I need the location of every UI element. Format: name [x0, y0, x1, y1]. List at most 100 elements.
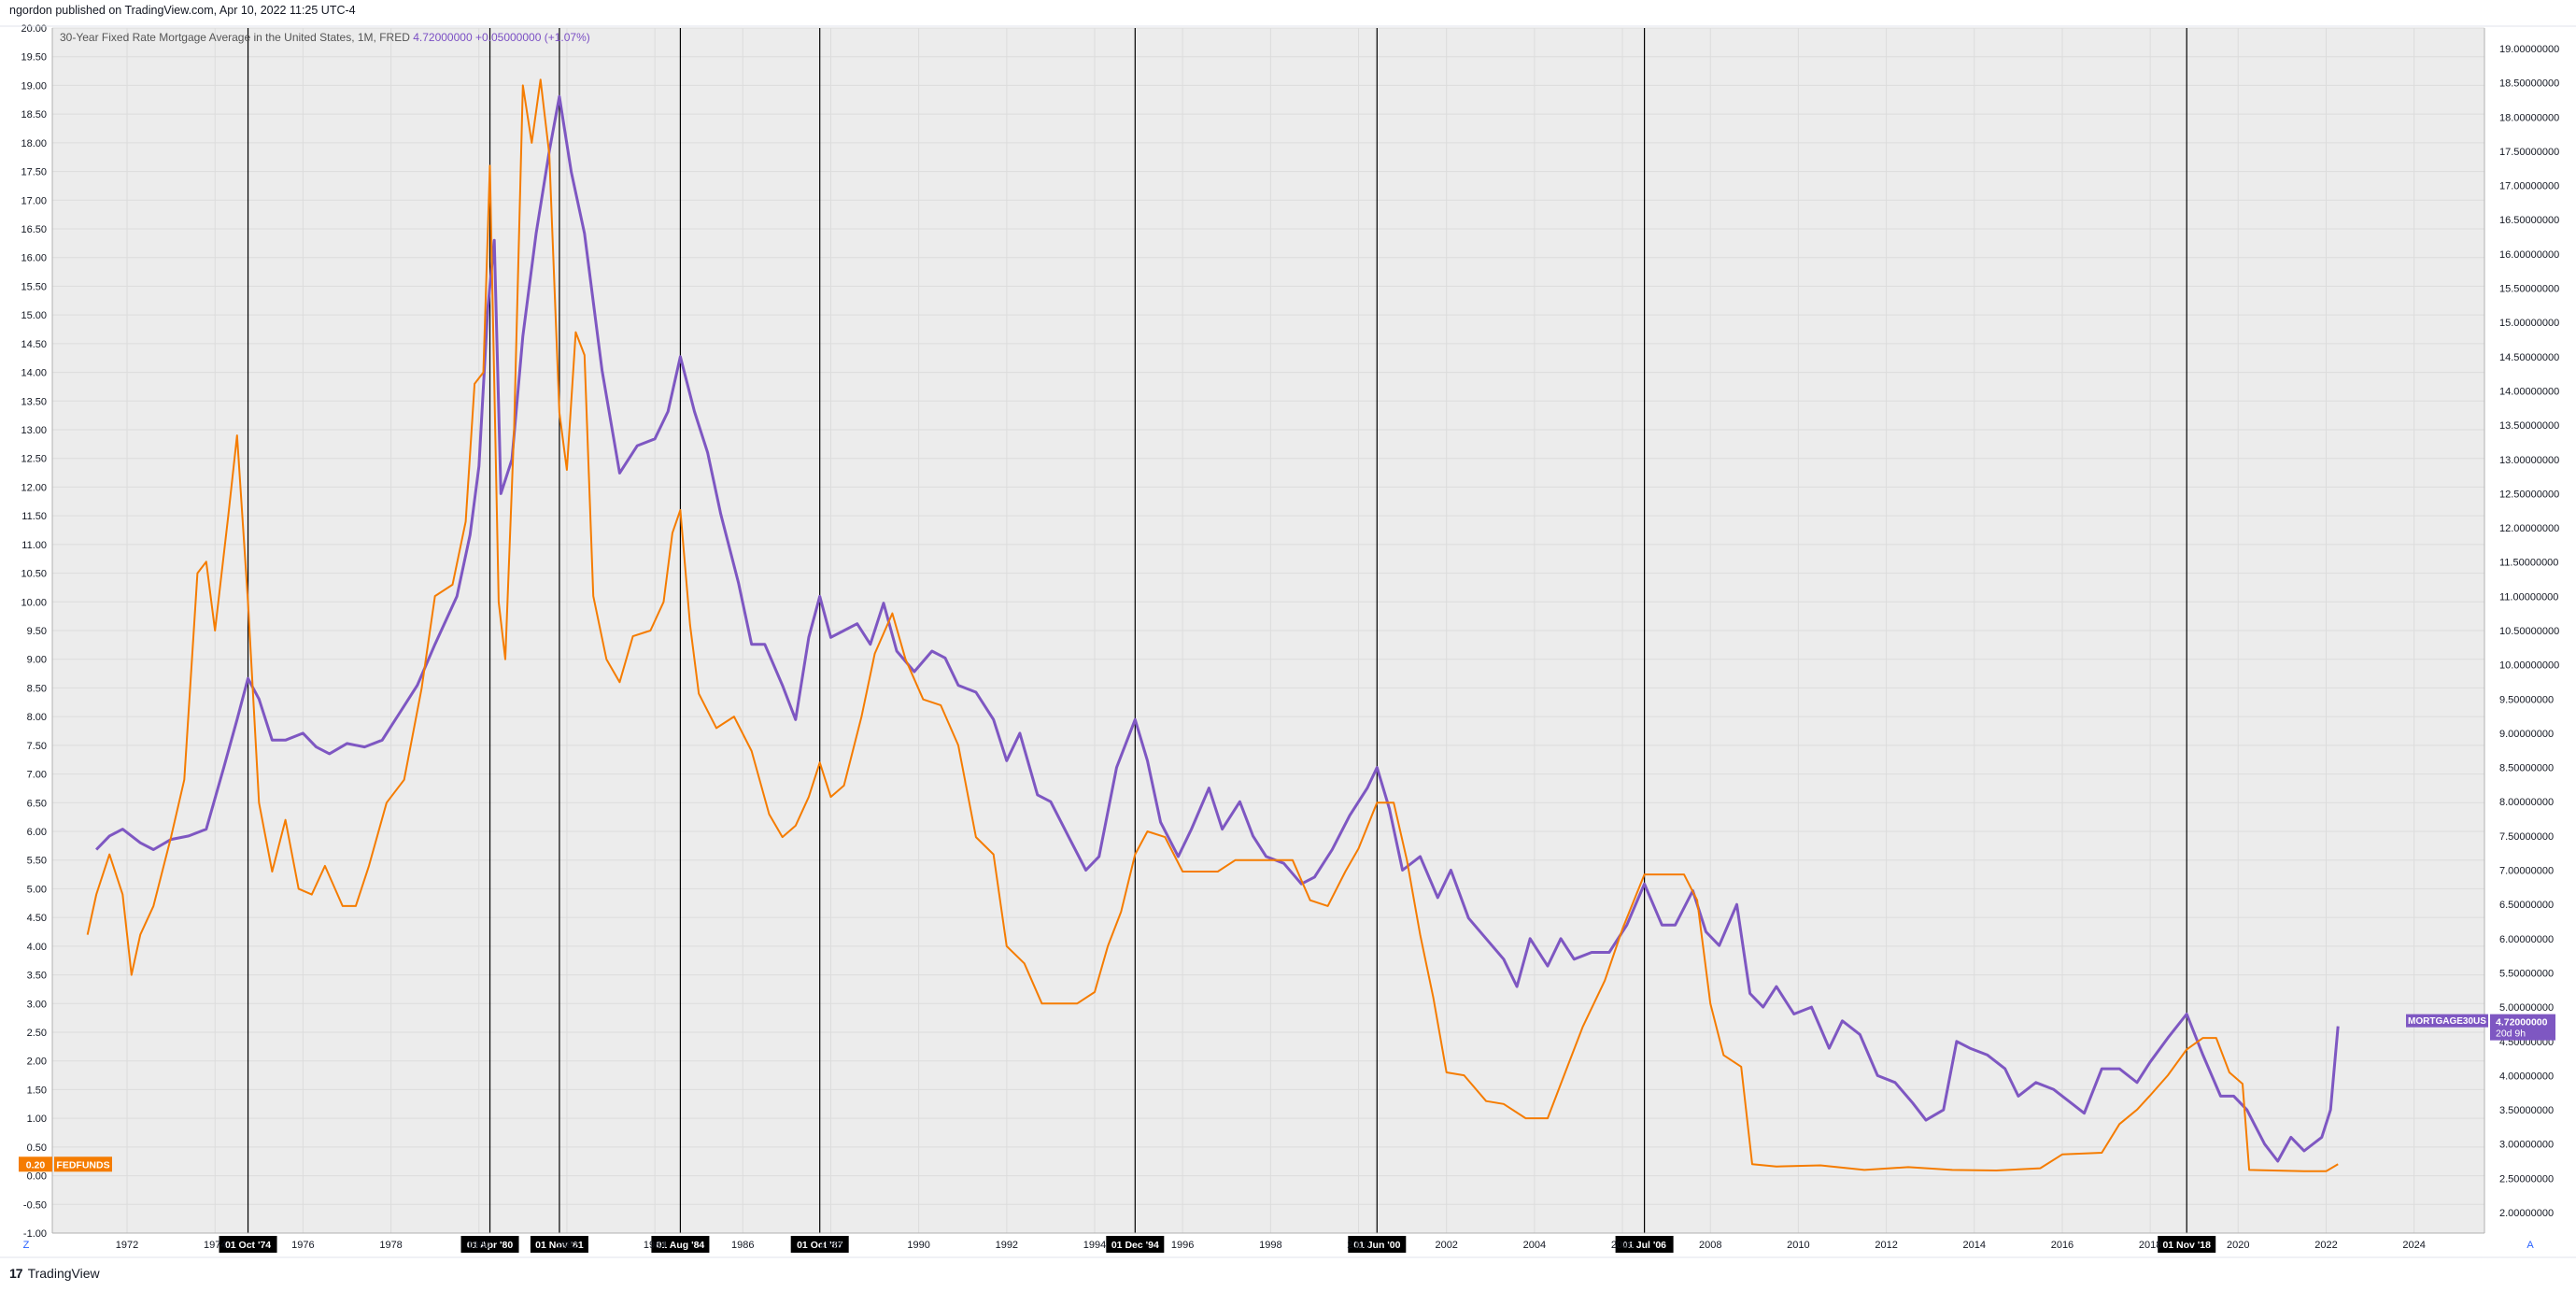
marker-date-label: 01 Oct '74	[225, 1240, 271, 1251]
y-tick-label-left: 9.00	[27, 655, 47, 666]
y-tick-label-right: 11.00000000	[2499, 591, 2558, 603]
x-tick-label: 2006	[1611, 1240, 1634, 1251]
x-tick-label: 1980	[468, 1240, 490, 1251]
y-tick-label-right: 17.00000000	[2499, 181, 2559, 192]
y-tick-label-left: 10.50	[21, 569, 47, 580]
y-tick-label-right: 7.50000000	[2499, 831, 2554, 843]
y-tick-label-left: 7.50	[27, 741, 47, 752]
marker-date-label: 01 Aug '84	[657, 1240, 705, 1251]
axes: -1.00 -0.50 0.00 0.50 1.00 1.50 2.00 2.50 3.00 3.…	[0, 23, 2576, 1258]
x-tick-label: 2010	[1787, 1240, 1809, 1251]
y-tick-label-right: 8.50000000	[2499, 763, 2554, 774]
y-tick-label-right: 13.50000000	[2499, 420, 2559, 432]
y-tick-label-left: 19.50	[21, 52, 47, 64]
y-tick-label-right: 18.00000000	[2499, 112, 2559, 123]
y-tick-label-left: 18.50	[21, 109, 47, 121]
tradingview-brand[interactable]: 17 TradingView	[9, 1266, 100, 1281]
mortgage-value-badge	[2490, 1014, 2555, 1041]
y-tick-label-right: 16.50000000	[2499, 215, 2559, 226]
x-tick-label: 1982	[556, 1240, 578, 1251]
x-tick-label: 1984	[644, 1240, 666, 1251]
marker-date-badge	[460, 1236, 519, 1253]
y-tick-label-right: 9.00000000	[2499, 729, 2554, 740]
y-tick-label-right: 16.00000000	[2499, 249, 2559, 261]
y-tick-label-left: 6.50	[27, 798, 47, 809]
x-tick-label: 2004	[1523, 1240, 1546, 1251]
x-tick-label: 2014	[1963, 1240, 1986, 1251]
x-tick-label: 1998	[1259, 1240, 1281, 1251]
x-tick-label: 1994	[1083, 1240, 1106, 1251]
y-tick-label-right: 15.50000000	[2499, 284, 2559, 295]
y-tick-label-left: 12.50	[21, 454, 47, 465]
y-tick-label-left: 17.50	[21, 167, 47, 178]
y-tick-label-left: 10.00	[21, 597, 47, 608]
y-tick-label-right: 6.00000000	[2499, 934, 2554, 945]
x-tick-label: 2008	[1699, 1240, 1721, 1251]
zoom-button[interactable]: Z	[23, 1240, 30, 1251]
marker-date-badge	[790, 1236, 849, 1253]
y-tick-label-right: 15.00000000	[2499, 318, 2559, 329]
chart-legend[interactable]: 30-Year Fixed Rate Mortgage Average in t…	[60, 31, 590, 44]
y-tick-label-left: 14.00	[21, 368, 47, 379]
y-tick-label-right: 2.00000000	[2499, 1208, 2554, 1219]
y-tick-label-left: 8.50	[27, 683, 47, 694]
marker-date-badge	[219, 1236, 277, 1253]
y-tick-label-right: 14.00000000	[2499, 386, 2559, 397]
y-tick-label-left: 0.00	[27, 1171, 47, 1183]
y-tick-label-right: 18.50000000	[2499, 78, 2559, 90]
x-tick-label: 1996	[1171, 1240, 1194, 1251]
x-tick-label: 2012	[1875, 1240, 1897, 1251]
x-tick-label: 2016	[2051, 1240, 2074, 1251]
y-tick-label-left: 2.00	[27, 1057, 47, 1068]
x-tick-label: 2018	[2139, 1240, 2161, 1251]
y-tick-label-right: 2.50000000	[2499, 1173, 2554, 1185]
vertical-markers: 01 Oct '74 01 Apr '80 01 Nov '81 01 Aug '84…	[219, 28, 2216, 1253]
fedfunds-value-badge	[19, 1156, 52, 1172]
y-tick-label-right: 12.50000000	[2499, 489, 2559, 500]
mortgage-name-label: MORTGAGE30US	[2408, 1016, 2486, 1027]
fedfunds-name-label: FEDFUNDS	[56, 1159, 109, 1170]
y-tick-label-right: 3.50000000	[2499, 1105, 2554, 1116]
auto-scale-button[interactable]: A	[2526, 1240, 2534, 1251]
y-tick-label-right: 10.00000000	[2499, 660, 2559, 672]
y-tick-label-left: 13.50	[21, 396, 47, 407]
marker-date-label: 01 Nov '81	[535, 1240, 584, 1251]
x-tick-label: 2002	[1435, 1240, 1457, 1251]
y-tick-label-right: 13.00000000	[2499, 455, 2559, 466]
x-tick-label: 1974	[204, 1240, 226, 1251]
tradingview-logo-icon: 17	[9, 1266, 23, 1281]
y-tick-label-left: 8.00	[27, 712, 47, 723]
legend-title: 30-Year Fixed Rate Mortgage Average in t…	[60, 31, 410, 44]
y-tick-label-right: 5.50000000	[2499, 968, 2554, 979]
legend-value: 4.72000000	[413, 31, 473, 44]
y-tick-label-left: 4.00	[27, 942, 47, 953]
x-tick-label: 1976	[291, 1240, 314, 1251]
x-tick-label: 1988	[819, 1240, 842, 1251]
y-tick-label-right: 14.50000000	[2499, 352, 2559, 363]
y-tick-label-left: 12.00	[21, 482, 47, 493]
y-tick-label-left: 5.00	[27, 884, 47, 895]
marker-date-label: 01 Jun '00	[1353, 1240, 1401, 1251]
y-tick-label-left: -0.50	[23, 1199, 47, 1211]
y-tick-label-right: 17.50000000	[2499, 147, 2559, 158]
y-tick-label-left: 14.50	[21, 339, 47, 350]
y-tick-label-left: 17.00	[21, 195, 47, 206]
y-tick-label-left: 9.50	[27, 626, 47, 637]
y-tick-label-left: 19.00	[21, 80, 47, 92]
y-tick-label-left: 16.50	[21, 224, 47, 235]
y-tick-label-left: 15.50	[21, 281, 47, 292]
x-tick-label: 1986	[731, 1240, 754, 1251]
x-tick-label: 1978	[379, 1240, 402, 1251]
y-tick-label-right: 19.00000000	[2499, 44, 2559, 55]
y-tick-label-right: 12.00000000	[2499, 523, 2559, 534]
fedfunds-name-badge	[54, 1156, 112, 1172]
y-tick-label-left: 20.00	[21, 23, 47, 35]
marker-date-label: 01 Apr '80	[467, 1240, 514, 1251]
mortgage30us-line	[95, 94, 2340, 1163]
y-tick-label-left: 11.50	[21, 511, 47, 522]
marker-date-label: 01 Dec '94	[1111, 1240, 1159, 1251]
fedfunds-value-label: 0.20	[26, 1159, 46, 1170]
marker-date-badge	[1615, 1236, 1674, 1253]
